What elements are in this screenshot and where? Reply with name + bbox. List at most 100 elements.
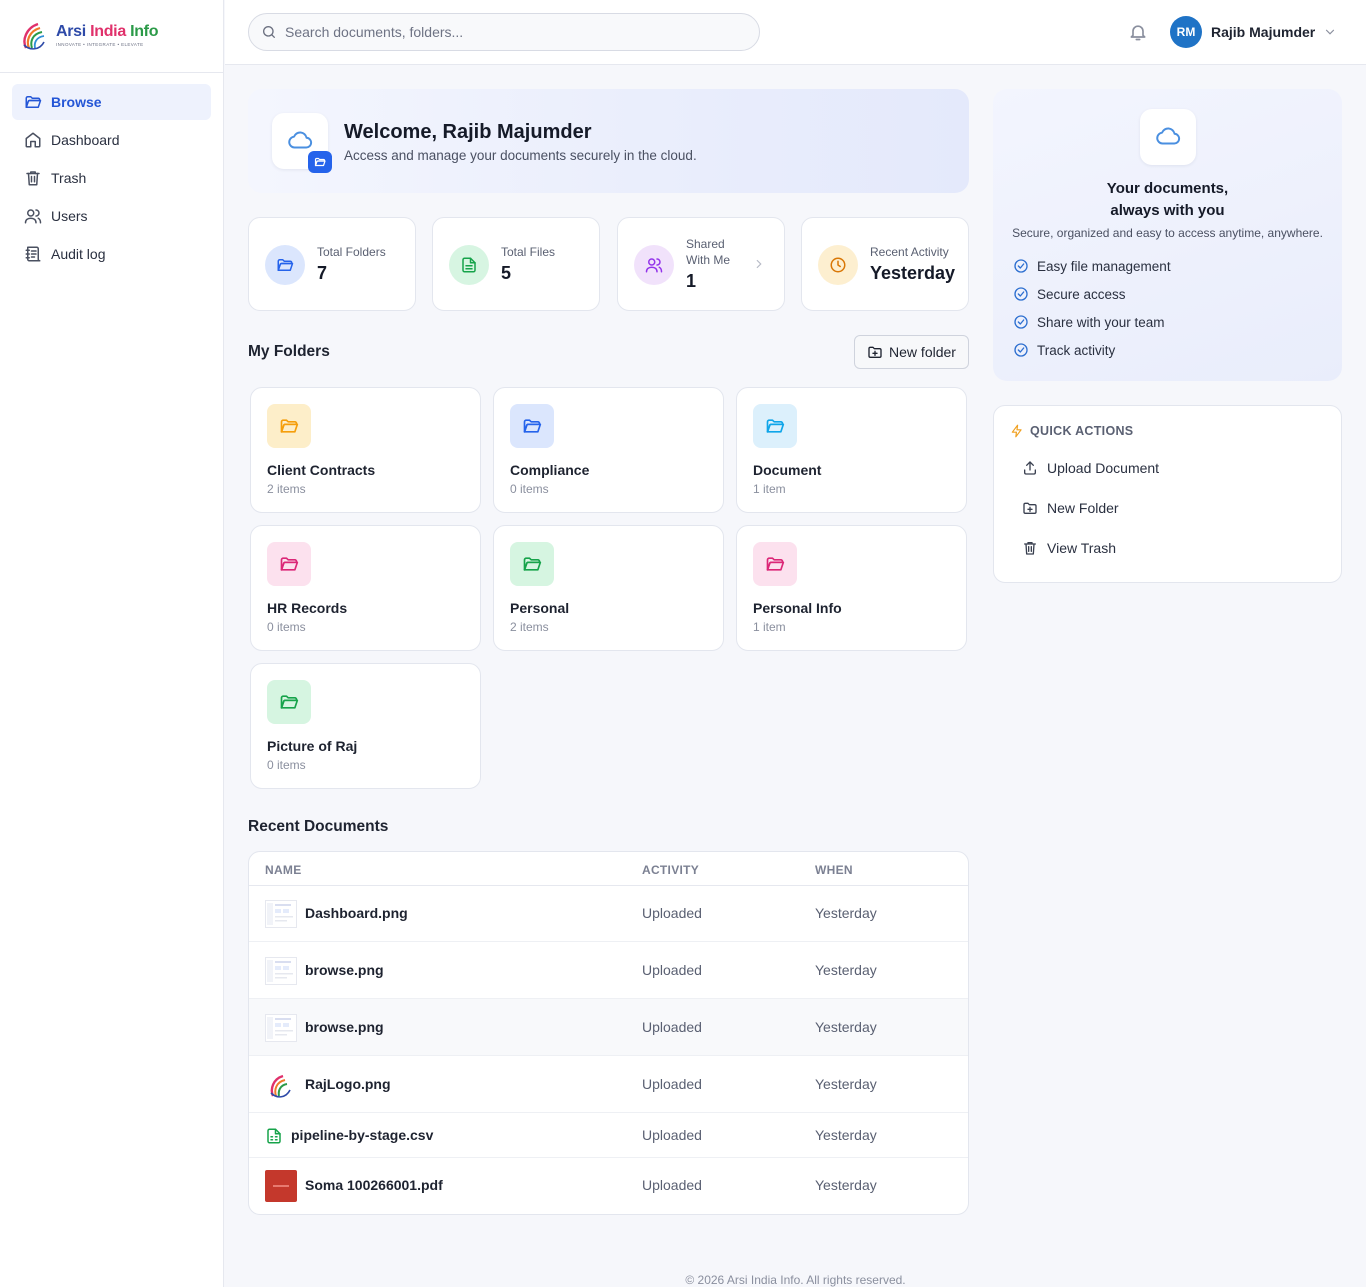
folder-item-count: 2 items [510, 620, 549, 634]
document-name[interactable]: Dashboard.png [305, 905, 408, 921]
folder-open-icon [25, 96, 42, 108]
document-when: Yesterday [815, 1018, 877, 1035]
brand-logo[interactable]: Arsi India Info INNOVATE • INTEGRATE • E… [0, 0, 223, 73]
stat-recent-activity: Recent Activity Yesterday [801, 217, 969, 311]
folder-item-count: 0 items [267, 758, 306, 772]
column-header-when[interactable]: WHEN [815, 863, 853, 877]
recent-documents-title: Recent Documents [248, 818, 389, 835]
folder-plus-icon [868, 346, 882, 358]
brand-tagline: INNOVATE • INTEGRATE • ELEVATE [56, 42, 144, 48]
promo-feature-item: Easy file management [1013, 258, 1171, 274]
image-thumbnail-icon [265, 900, 297, 928]
folder-card[interactable]: Compliance 0 items [493, 387, 724, 513]
promo-title-line1: Your documents, [1106, 180, 1229, 197]
folder-item-count: 0 items [267, 620, 306, 634]
users-icon [24, 209, 42, 224]
folder-card[interactable]: Client Contracts 2 items [250, 387, 481, 513]
folder-card[interactable]: Personal Info 1 item [736, 525, 967, 651]
user-name: Rajib Majumder [1211, 24, 1316, 40]
sidebar-item-trash[interactable]: Trash [12, 160, 211, 196]
document-name[interactable]: Soma 100266001.pdf [305, 1177, 443, 1193]
folder-item-count: 1 item [753, 620, 786, 634]
document-activity: Uploaded [642, 1126, 702, 1143]
lightning-icon [1011, 424, 1022, 438]
welcome-title: Welcome, Rajib Majumder [344, 121, 592, 143]
chevron-down-icon [1326, 29, 1335, 35]
document-name[interactable]: browse.png [305, 1018, 384, 1035]
promo-feature-item: Track activity [1013, 342, 1115, 358]
quick-actions-title: QUICK ACTIONS [1010, 424, 1133, 438]
clock-icon [818, 245, 858, 285]
document-activity: Uploaded [642, 905, 702, 921]
promo-feature-item: Secure access [1013, 286, 1126, 302]
table-row[interactable]: Dashboard.png Uploaded Yesterday [249, 886, 968, 942]
brand-logo-icon [23, 22, 45, 50]
folder-card[interactable]: Personal 2 items [493, 525, 724, 651]
logo-thumbnail-icon [270, 1074, 291, 1098]
table-row[interactable]: Soma 100266001.pdf Uploaded Yesterday [249, 1158, 968, 1214]
document-name[interactable]: RajLogo.png [305, 1075, 391, 1092]
document-when: Yesterday [815, 1126, 877, 1143]
document-when: Yesterday [815, 905, 877, 921]
welcome-banner: Welcome, Rajib Majumder Access and manag… [248, 89, 969, 193]
document-activity: Uploaded [642, 1018, 702, 1035]
document-name[interactable]: pipeline-by-stage.csv [291, 1126, 434, 1143]
sidebar-item-users[interactable]: Users [12, 198, 211, 234]
document-when: Yesterday [815, 961, 877, 978]
sidebar-item-browse[interactable]: Browse [12, 84, 211, 120]
folder-name: HR Records [267, 600, 348, 616]
column-header-activity[interactable]: ACTIVITY [642, 863, 700, 877]
sidebar-item-audit-log[interactable]: Audit log [12, 236, 211, 272]
folder-icon [265, 245, 305, 285]
check-circle-icon [1014, 315, 1028, 329]
view-trash-action[interactable]: View Trash [1022, 540, 1116, 556]
folder-name: Personal Info [753, 600, 842, 616]
document-activity: Uploaded [642, 1177, 702, 1193]
stat-shared-with-me[interactable]: Shared With Me 1 [617, 217, 785, 311]
upload-document-action[interactable]: Upload Document [1022, 460, 1159, 476]
recent-documents-table: NAME ACTIVITY WHEN Dashboard.png Uploaded… [248, 851, 969, 1215]
table-row[interactable]: browse.png Uploaded Yesterday [249, 999, 968, 1056]
my-folders-title: My Folders [248, 343, 330, 360]
brand-name: Arsi India Info [56, 23, 159, 41]
stat-total-files: Total Files 5 [432, 217, 600, 311]
audit-log-icon [25, 246, 41, 262]
document-when: Yesterday [815, 1075, 877, 1092]
new-folder-action[interactable]: New Folder [1022, 500, 1119, 516]
stat-total-folders: Total Folders 7 [248, 217, 416, 311]
folder-card[interactable]: Picture of Raj 0 items [250, 663, 481, 789]
stat-label: Total Files [501, 245, 556, 259]
promo-feature-item: Share with your team [1013, 314, 1165, 330]
welcome-subtitle: Access and manage your documents securel… [344, 148, 697, 163]
folder-icon [753, 542, 797, 586]
folder-icon [267, 680, 311, 724]
table-row[interactable]: pipeline-by-stage.csv Uploaded Yesterday [249, 1113, 968, 1158]
promo-card: Your documents, always with you Secure, … [993, 89, 1342, 381]
folder-name: Picture of Raj [267, 738, 358, 754]
table-row[interactable]: RajLogo.png Uploaded Yesterday [249, 1056, 968, 1113]
folder-card[interactable]: HR Records 0 items [250, 525, 481, 651]
document-activity: Uploaded [642, 1075, 702, 1092]
folder-icon [267, 542, 311, 586]
sidebar: Arsi India Info INNOVATE • INTEGRATE • E… [0, 0, 224, 1287]
folder-icon [510, 542, 554, 586]
folder-name: Personal [510, 600, 570, 616]
search-input[interactable] [285, 24, 725, 40]
new-folder-button[interactable]: New folder [854, 335, 969, 369]
folder-name: Client Contracts [267, 462, 376, 478]
user-menu[interactable]: RM Rajib Majumder [1170, 16, 1337, 48]
document-when: Yesterday [815, 1177, 877, 1193]
bell-icon[interactable] [1128, 22, 1148, 42]
upload-icon [1024, 461, 1036, 475]
stat-value: Yesterday [870, 263, 956, 283]
cloud-icon [1140, 109, 1196, 165]
stat-label: Total Folders [317, 245, 386, 259]
document-name[interactable]: browse.png [305, 961, 384, 978]
column-header-name[interactable]: NAME [265, 863, 302, 877]
folder-card[interactable]: Document 1 item [736, 387, 967, 513]
search-box[interactable] [248, 13, 760, 51]
sidebar-item-dashboard[interactable]: Dashboard [12, 122, 211, 158]
chevron-right-icon [756, 259, 762, 269]
stat-value: 5 [501, 263, 512, 283]
table-row[interactable]: browse.png Uploaded Yesterday [249, 942, 968, 999]
